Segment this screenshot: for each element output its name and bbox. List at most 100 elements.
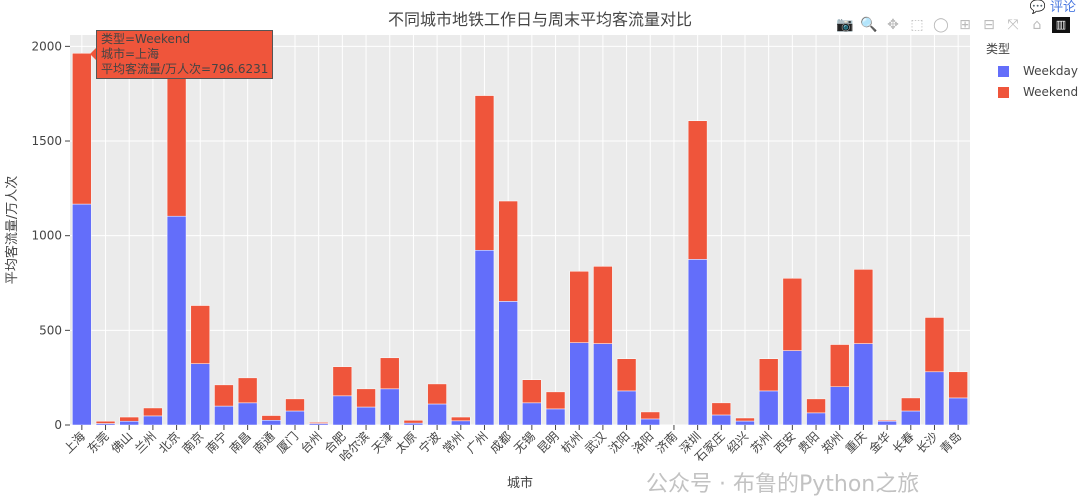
bar-weekend[interactable]: [711, 402, 732, 416]
bar-weekday[interactable]: [806, 412, 826, 426]
bar-weekday[interactable]: [190, 363, 210, 426]
bar-weekday[interactable]: [403, 422, 424, 426]
x-tick-label: 南京: [179, 429, 207, 457]
bar-weekend[interactable]: [593, 266, 613, 344]
bar-weekend[interactable]: [735, 417, 755, 422]
bar-weekday[interactable]: [356, 406, 376, 426]
bar-weekday[interactable]: [877, 420, 897, 426]
bar-weekday[interactable]: [214, 405, 234, 426]
bar-weekday[interactable]: [924, 371, 945, 426]
bar-weekday[interactable]: [616, 390, 637, 426]
bar-weekend[interactable]: [948, 371, 968, 399]
box-select-icon[interactable]: ⬚: [910, 17, 924, 33]
bar-weekend[interactable]: [356, 388, 376, 408]
comment-label[interactable]: 评论: [1049, 0, 1076, 15]
bar-weekday[interactable]: [380, 388, 400, 426]
modebar: 📷 🔍 ✥ ⬚ ◯ ⊞ ⊟ ⤧ ⌂ ▥: [836, 17, 1070, 33]
bar-weekend[interactable]: [166, 64, 187, 217]
bar-weekend[interactable]: [474, 95, 495, 251]
bar-weekend[interactable]: [380, 357, 400, 390]
bar-weekend[interactable]: [758, 358, 779, 392]
bar-weekend[interactable]: [830, 344, 850, 388]
bar-weekday[interactable]: [261, 420, 282, 426]
bar-weekday[interactable]: [782, 350, 803, 426]
bar-weekday[interactable]: [758, 390, 779, 426]
bar-weekend[interactable]: [190, 305, 210, 364]
bar-weekend[interactable]: [498, 200, 518, 302]
x-tick-label: 苏州: [748, 429, 775, 456]
plotly-logo-icon[interactable]: ▥: [1052, 17, 1070, 33]
bar-weekend[interactable]: [261, 415, 282, 421]
bar-weekend[interactable]: [640, 411, 660, 420]
bar-weekday[interactable]: [427, 403, 447, 426]
bar-weekday[interactable]: [119, 420, 139, 426]
bar-weekday[interactable]: [569, 342, 589, 426]
bar-weekday[interactable]: [474, 250, 495, 426]
bar-weekend[interactable]: [924, 317, 945, 373]
legend-item-weekday[interactable]: Weekday: [998, 64, 1078, 78]
x-tick-label: 兰州: [132, 429, 159, 456]
bar-weekend[interactable]: [853, 269, 874, 344]
bar-weekday[interactable]: [830, 386, 850, 426]
bar-weekday[interactable]: [711, 414, 732, 426]
bar-weekend[interactable]: [782, 278, 803, 351]
autoscale-icon[interactable]: ⤧: [1007, 17, 1019, 33]
bar-weekday[interactable]: [72, 203, 92, 426]
lasso-icon[interactable]: ◯: [933, 17, 949, 33]
bar-weekend[interactable]: [119, 416, 139, 422]
bar-weekday[interactable]: [285, 410, 305, 426]
home-icon[interactable]: ⌂: [1032, 17, 1042, 33]
bar-weekday[interactable]: [522, 402, 542, 426]
bar-weekend[interactable]: [569, 271, 589, 343]
x-tick-label: 杭州: [558, 429, 586, 457]
x-tick-label: 太原: [392, 429, 420, 457]
y-tick-label: 1000: [31, 229, 62, 243]
bar-weekend[interactable]: [616, 358, 637, 392]
bar-weekend[interactable]: [901, 397, 921, 412]
legend-swatch: [998, 86, 1009, 98]
bar-weekday[interactable]: [332, 395, 353, 426]
x-tick-label: 东莞: [85, 429, 112, 456]
zoom-in-icon[interactable]: ⊞: [959, 17, 971, 33]
pan-icon[interactable]: ✥: [887, 17, 899, 33]
bar-weekend[interactable]: [545, 391, 566, 410]
bar-weekday[interactable]: [948, 397, 968, 426]
bar-weekday[interactable]: [237, 402, 258, 426]
bar-weekend[interactable]: [72, 52, 92, 205]
bar-weekend[interactable]: [285, 398, 305, 412]
bar-weekday[interactable]: [640, 418, 660, 426]
bar-weekday[interactable]: [166, 215, 187, 426]
legend-label: Weekday: [1023, 64, 1078, 78]
bar-weekend[interactable]: [427, 383, 447, 405]
bar-weekend[interactable]: [451, 416, 471, 422]
comment-link[interactable]: 💬 评论: [1029, 0, 1076, 15]
x-tick-label: 南通: [250, 429, 278, 457]
bar-weekday[interactable]: [735, 420, 755, 426]
bar-weekend[interactable]: [806, 398, 826, 414]
bar-weekend[interactable]: [143, 407, 163, 417]
y-axis-title: 平均客流量/万人次: [4, 176, 20, 284]
y-tick-label: 2000: [31, 39, 62, 53]
bar-weekend[interactable]: [522, 379, 542, 404]
bar-weekday[interactable]: [143, 415, 163, 426]
bar-weekday[interactable]: [498, 301, 518, 426]
bar-weekend[interactable]: [403, 420, 424, 424]
bar-weekend[interactable]: [95, 420, 116, 424]
bar-weekday[interactable]: [451, 420, 471, 426]
bar-weekend[interactable]: [237, 377, 258, 404]
zoom-out-icon[interactable]: ⊟: [983, 17, 995, 33]
bar-weekend[interactable]: [877, 420, 897, 422]
legend-item-weekend[interactable]: Weekend: [998, 85, 1078, 99]
camera-icon[interactable]: 📷: [836, 17, 854, 33]
bar-weekend[interactable]: [332, 366, 353, 397]
bar-weekday[interactable]: [901, 410, 921, 426]
bar-weekday[interactable]: [853, 343, 874, 426]
zoom-icon[interactable]: 🔍: [860, 17, 878, 33]
bar-weekday[interactable]: [593, 343, 613, 426]
bar-weekend[interactable]: [687, 120, 708, 260]
bar-weekday[interactable]: [545, 408, 566, 426]
bar-weekend[interactable]: [308, 422, 329, 424]
bar-weekday[interactable]: [687, 259, 708, 426]
bar-weekend[interactable]: [214, 384, 234, 407]
y-tick-label: 1500: [31, 134, 62, 148]
